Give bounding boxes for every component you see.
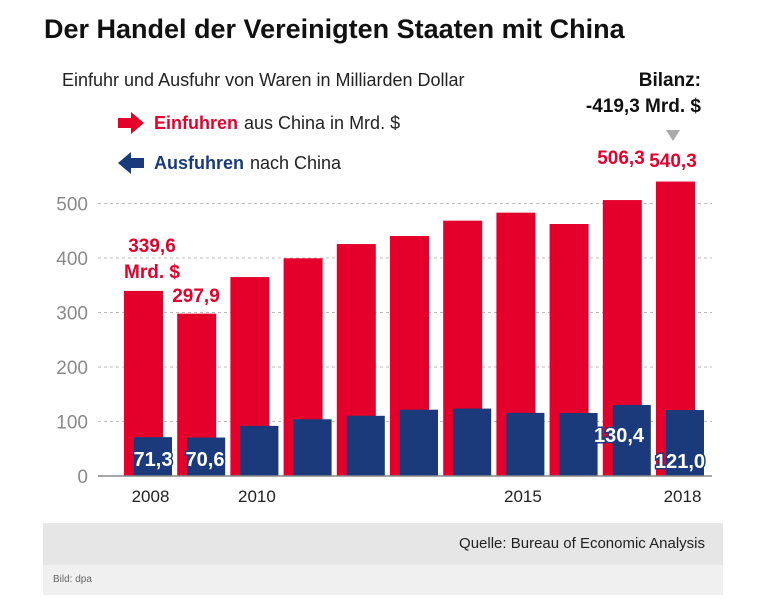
export-bar — [240, 425, 279, 476]
legend-imports-label: Einfuhren — [154, 112, 238, 133]
legend-exports-label: Ausfuhren — [154, 152, 244, 173]
chart-title: Der Handel der Vereinigten Staaten mit C… — [44, 14, 625, 44]
y-tick-label: 0 — [77, 467, 88, 488]
y-tick-label: 500 — [56, 195, 88, 216]
trade-balance-label: Bilanz: — [638, 70, 701, 91]
credit-bar: Bild: dpa — [43, 565, 723, 595]
import-value-label: 297,9 — [172, 286, 220, 307]
export-bar — [346, 415, 385, 476]
import-value-label: 540,3 — [649, 151, 697, 172]
source-bar: Quelle: Bureau of Economic Analysis — [43, 523, 723, 565]
import-value-label: Mrd. $ — [124, 262, 180, 283]
import-value-label: 339,6 — [128, 236, 176, 257]
chart-subtitle: Einfuhr und Ausfuhr von Waren in Milliar… — [62, 70, 465, 90]
trade-chart: 0 100 200 300 400 500 2008 2010 2015 2018 339,6 Mrd… — [56, 130, 712, 506]
export-bar — [559, 412, 598, 476]
export-bar — [453, 408, 492, 476]
export-bar — [187, 437, 226, 476]
export-bar — [400, 409, 438, 476]
legend-imports: Einfuhren aus China in Mrd. $ — [118, 112, 400, 134]
export-value-label: 71,3 — [134, 449, 173, 471]
y-tick-label: 100 — [56, 413, 88, 434]
caret-down-icon — [666, 130, 680, 141]
export-bar — [506, 412, 545, 476]
image-credit: Bild: dpa — [53, 574, 92, 585]
y-tick-label: 400 — [56, 249, 88, 270]
y-tick-label: 300 — [56, 304, 88, 325]
export-value-label: 70,6 — [186, 449, 225, 471]
trade-balance-value: -419,3 Mrd. $ — [585, 96, 701, 117]
y-tick-label: 200 — [56, 358, 88, 379]
source-text: Quelle: Bureau of Economic Analysis — [459, 535, 705, 552]
export-value-label: 121,0 — [655, 451, 705, 473]
arrow-left-icon — [118, 152, 144, 174]
legend-exports-text: nach China — [250, 152, 342, 173]
legend-imports-text: aus China in Mrd. $ — [244, 112, 401, 133]
export-bar — [666, 410, 704, 476]
arrow-right-icon — [118, 112, 144, 134]
export-value-label: 130,4 — [594, 425, 645, 447]
export-bar — [134, 437, 172, 476]
import-value-label: 506,3 — [597, 148, 645, 169]
export-bar — [612, 404, 651, 476]
export-bar — [293, 419, 332, 476]
x-tick-label: 2015 — [504, 487, 542, 506]
x-tick-label: 2018 — [664, 487, 702, 506]
trade-balance: Bilanz: -419,3 Mrd. $ — [586, 68, 701, 120]
x-tick-label: 2008 — [132, 487, 170, 506]
x-tick-label: 2010 — [238, 487, 276, 506]
legend-exports: Ausfuhren nach China — [118, 152, 341, 174]
